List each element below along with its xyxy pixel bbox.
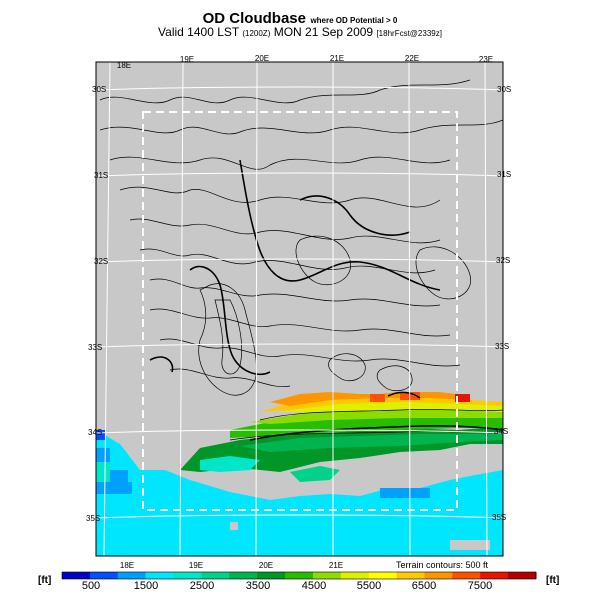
title-note: where OD Potential > 0 <box>310 16 398 25</box>
colorbar-swatch <box>145 572 175 579</box>
lat-label-left: 35S <box>86 514 100 523</box>
lon-label-bottom: 18E <box>120 561 134 570</box>
lat-label-right: 30S <box>497 85 511 94</box>
lon-label-top: 18E <box>117 61 131 70</box>
colorbar-ticks: 500 1500 2500 3500 4500 5500 6500 7500 <box>0 580 600 594</box>
ocean-area <box>96 430 503 556</box>
colorbar-swatch <box>173 572 202 579</box>
lat-label-left: 31S <box>94 171 108 180</box>
lat-labels-left: 30S 31S 32S 33S 34S 35S <box>86 85 108 523</box>
lat-label-left: 30S <box>92 85 106 94</box>
colorbar-swatch <box>285 572 314 579</box>
colorbar-tick: 3500 <box>245 580 271 592</box>
lat-label-right: 34S <box>494 427 508 436</box>
valid-line: Valid 1400 LST <box>158 25 239 39</box>
lat-label-left: 33S <box>88 343 102 352</box>
colorbar-swatch <box>508 572 537 579</box>
inner-domain-box <box>142 111 458 511</box>
lon-label-top: 22E <box>405 54 419 63</box>
colorbar-tick: 2500 <box>189 580 215 592</box>
colorbar-unit-right: [ft] <box>546 575 560 586</box>
valid-time: Valid 1400 LST (1200Z) MON 21 Sep 2009 [… <box>0 25 600 39</box>
colorbar-swatch <box>340 572 370 579</box>
colorbar-swatch <box>396 572 425 579</box>
map-title: OD Cloudbase where OD Potential > 0 <box>0 10 600 28</box>
title-text: OD Cloudbase <box>202 10 306 27</box>
lon-label-bottom: 19E <box>189 561 203 570</box>
lon-label-top: 23E <box>479 55 493 64</box>
lat-labels-right: 30S 31S 32S 33S 34S 35S <box>492 85 511 522</box>
lon-label-top: 19E <box>180 55 194 64</box>
colorbar-swatch <box>229 572 258 579</box>
colorbar-unit-left: [ft] <box>38 575 52 586</box>
cloudbase-fill <box>180 392 503 482</box>
colorbar-swatch <box>117 572 147 579</box>
colorbar-swatch <box>452 572 481 579</box>
valid-forecast: [18hrFcst@2339z] <box>376 29 442 38</box>
colorbar-swatch <box>89 572 119 579</box>
lat-label-left: 32S <box>94 257 108 266</box>
terrain-contour-note: Terrain contours: 500 ft <box>396 560 489 570</box>
lon-label-bottom: 20E <box>259 561 273 570</box>
colorbar-frame <box>61 571 537 580</box>
lat-lon-grid <box>96 62 503 556</box>
colorbar-tick: 4500 <box>301 580 327 592</box>
colorbar-swatch <box>424 572 453 579</box>
colorbar <box>62 572 537 579</box>
colorbar-tick: 5500 <box>356 580 382 592</box>
colorbar-tick: 7500 <box>467 580 493 592</box>
map-frame <box>95 61 504 557</box>
lon-label-bottom: 21E <box>329 561 343 570</box>
lon-labels-top: 18E 19E 20E 21E 22E 23E <box>117 54 493 70</box>
lat-label-right: 35S <box>492 513 506 522</box>
colorbar-tick: 6500 <box>411 580 437 592</box>
lat-label-right: 31S <box>497 170 511 179</box>
lon-label-top: 21E <box>330 54 344 63</box>
lat-label-right: 33S <box>495 342 509 351</box>
valid-date: MON 21 Sep 2009 <box>273 25 374 39</box>
lat-label-left: 34S <box>88 428 102 437</box>
colorbar-tick: 1500 <box>133 580 159 592</box>
colorbar-swatch <box>62 572 91 579</box>
colorbar-swatch <box>312 572 342 579</box>
colorbar-swatch <box>201 572 230 579</box>
colorbar-tick: 500 <box>81 580 101 592</box>
lon-labels-bottom: 18E 19E 20E 21E <box>120 561 343 570</box>
colorbar-swatch <box>480 572 509 579</box>
colorbar-swatch <box>257 572 286 579</box>
lat-label-right: 32S <box>496 256 510 265</box>
colorbar-swatch <box>368 572 398 579</box>
lon-label-top: 20E <box>255 54 269 63</box>
valid-zone: (1200Z) <box>242 29 271 38</box>
major-contours <box>149 159 503 441</box>
